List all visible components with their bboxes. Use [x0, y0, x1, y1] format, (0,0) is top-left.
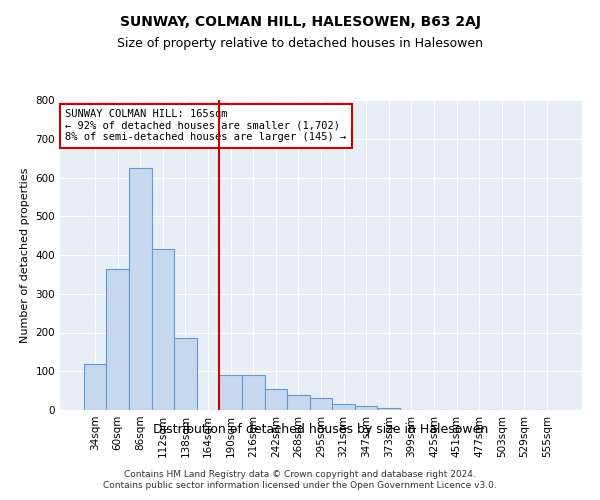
- Text: Contains public sector information licensed under the Open Government Licence v3: Contains public sector information licen…: [103, 481, 497, 490]
- Bar: [242, 375, 265, 410]
- Text: Distribution of detached houses by size in Halesowen: Distribution of detached houses by size …: [154, 422, 488, 436]
- Text: SUNWAY COLMAN HILL: 165sqm
← 92% of detached houses are smaller (1,702)
8% of se: SUNWAY COLMAN HILL: 165sqm ← 92% of deta…: [65, 110, 346, 142]
- Text: SUNWAY, COLMAN HILL, HALESOWEN, B63 2AJ: SUNWAY, COLMAN HILL, HALESOWEN, B63 2AJ: [119, 15, 481, 29]
- Text: Contains HM Land Registry data © Crown copyright and database right 2024.: Contains HM Land Registry data © Crown c…: [124, 470, 476, 479]
- Text: Size of property relative to detached houses in Halesowen: Size of property relative to detached ho…: [117, 38, 483, 51]
- Bar: [174, 338, 197, 410]
- Bar: [220, 375, 242, 410]
- Bar: [377, 408, 400, 410]
- Bar: [287, 394, 310, 410]
- Bar: [265, 388, 287, 410]
- Y-axis label: Number of detached properties: Number of detached properties: [20, 168, 30, 342]
- Bar: [84, 364, 106, 410]
- Bar: [310, 398, 332, 410]
- Bar: [355, 406, 377, 410]
- Bar: [106, 268, 129, 410]
- Bar: [129, 168, 152, 410]
- Bar: [332, 404, 355, 410]
- Bar: [152, 249, 174, 410]
